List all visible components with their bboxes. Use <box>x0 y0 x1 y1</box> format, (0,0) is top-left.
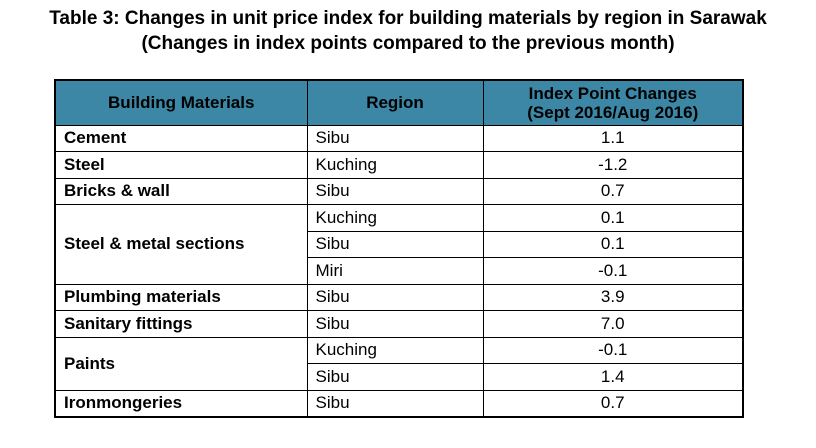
header-index-line-1: Index Point Changes <box>528 83 697 103</box>
value-cell: -1.2 <box>482 151 744 179</box>
header-index-line-2: (Sept 2016/Aug 2016) <box>527 102 699 122</box>
header-index-point-changes: Index Point Changes (Sept 2016/Aug 2016) <box>482 79 744 126</box>
price-index-table: Building Materials Region Index Point Ch… <box>54 79 744 418</box>
table-row: Cement Sibu 1.1 <box>54 124 744 152</box>
region-cell: Sibu <box>306 389 484 417</box>
value-cell: 1.1 <box>482 124 744 152</box>
table-row: Bricks & wall Sibu 0.7 <box>54 177 744 205</box>
title-line-1: Table 3: Changes in unit price index for… <box>49 8 767 29</box>
region-cell: Sibu <box>306 230 484 258</box>
table-header-row: Building Materials Region Index Point Ch… <box>54 79 744 126</box>
region-cell: Kuching <box>306 204 484 232</box>
region-cell: Kuching <box>306 336 484 364</box>
material-cell: Sanitary fittings <box>54 310 308 338</box>
material-cell: Steel & metal sections <box>54 204 308 285</box>
table-row: Steel & metal sections Kuching 0.1 <box>54 204 744 285</box>
material-cell: Bricks & wall <box>54 177 308 205</box>
value-cell: 0.7 <box>482 389 744 417</box>
material-cell: Paints <box>54 336 308 391</box>
region-cell: Sibu <box>306 124 484 152</box>
table-row: Sibu 1.4 <box>55 363 744 391</box>
table-row: Paints Kuching -0.1 <box>54 336 744 391</box>
table-row: Plumbing materials Sibu 3.9 <box>54 283 744 311</box>
value-cell: -0.1 <box>482 257 744 285</box>
value-cell: 7.0 <box>482 310 744 338</box>
material-cell: Plumbing materials <box>54 283 308 311</box>
value-cell: -0.1 <box>482 336 744 364</box>
title-line-2: (Changes in index points compared to the… <box>141 33 675 54</box>
value-cell: 1.4 <box>482 363 744 391</box>
region-cell: Miri <box>306 257 484 285</box>
region-cell: Kuching <box>306 151 484 179</box>
region-cell: Sibu <box>306 310 484 338</box>
value-cell: 0.1 <box>482 230 744 258</box>
table-row: Miri -0.1 <box>55 257 744 285</box>
value-cell: 3.9 <box>482 283 744 311</box>
table-row: Sibu 0.1 <box>55 230 744 258</box>
table-row: Sanitary fittings Sibu 7.0 <box>54 310 744 338</box>
page-title: Table 3: Changes in unit price index for… <box>0 6 816 56</box>
value-cell: 0.1 <box>482 204 744 232</box>
region-cell: Sibu <box>306 363 484 391</box>
material-cell: Steel <box>54 151 308 179</box>
material-cell: Ironmongeries <box>54 389 308 417</box>
table-row: Steel Kuching -1.2 <box>54 151 744 179</box>
header-region: Region <box>306 79 484 126</box>
value-cell: 0.7 <box>482 177 744 205</box>
region-cell: Sibu <box>306 177 484 205</box>
header-building-materials: Building Materials <box>54 79 308 126</box>
material-cell: Cement <box>54 124 308 152</box>
table-row: Ironmongeries Sibu 0.7 <box>54 389 744 417</box>
region-cell: Sibu <box>306 283 484 311</box>
